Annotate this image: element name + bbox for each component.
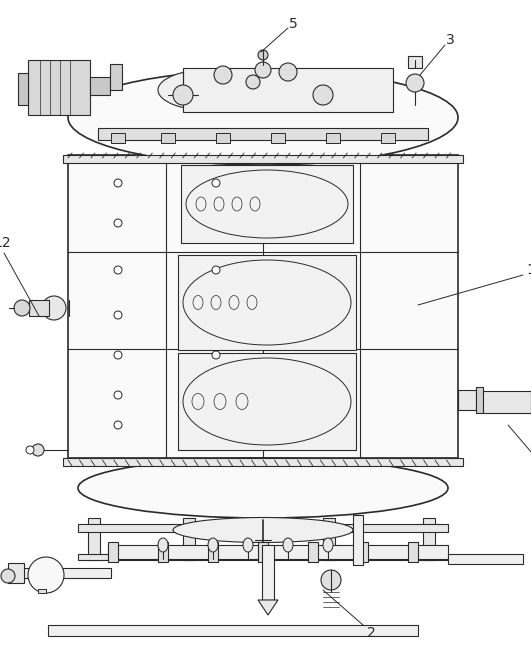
Bar [63,155,463,163]
Bar [78,554,448,560]
Text: 2: 2 [366,626,375,640]
Bar [323,518,335,560]
Bar [381,133,395,143]
Bar [78,524,448,532]
Ellipse shape [173,518,353,542]
Circle shape [313,85,333,105]
Ellipse shape [158,538,168,552]
Circle shape [114,179,122,187]
Bar [483,391,531,413]
Ellipse shape [243,538,253,552]
Circle shape [114,219,122,227]
Ellipse shape [248,69,338,111]
Circle shape [114,421,122,429]
Bar [161,133,175,143]
Bar [208,542,218,562]
Circle shape [246,75,260,89]
Bar [258,542,268,562]
Text: 12: 12 [0,236,11,250]
Bar [448,554,523,564]
Bar [90,77,110,95]
Bar [216,133,230,143]
Bar [88,518,100,560]
Ellipse shape [323,538,333,552]
Bar [178,255,356,350]
Bar [458,390,476,410]
Bar [48,625,418,636]
Circle shape [114,391,122,399]
Ellipse shape [28,557,64,593]
Bar [178,353,356,450]
Bar [8,563,24,583]
Polygon shape [258,600,278,615]
Bar [158,542,168,562]
Circle shape [212,266,220,274]
Circle shape [114,351,122,359]
Bar [408,542,418,562]
Bar [108,542,118,562]
Bar [18,73,28,105]
Circle shape [114,266,122,274]
Bar [110,64,122,90]
Circle shape [214,66,232,84]
Bar [108,545,448,559]
Bar [408,56,422,68]
Bar [29,300,49,316]
Bar [38,589,46,593]
Circle shape [42,296,66,320]
Bar [181,165,353,243]
Ellipse shape [78,458,448,518]
Text: 5: 5 [289,17,297,31]
Bar [111,133,125,143]
Circle shape [258,50,268,60]
Text: 1: 1 [527,263,531,277]
Circle shape [26,446,34,454]
Circle shape [212,351,220,359]
Circle shape [1,569,15,583]
Circle shape [279,63,297,81]
Bar [308,542,318,562]
Circle shape [14,300,30,316]
Bar [183,68,393,112]
Bar [63,458,463,466]
Bar [8,568,111,578]
Bar [326,133,340,143]
Bar [271,133,285,143]
Bar [262,545,274,600]
Circle shape [321,570,341,590]
Bar [28,60,90,115]
Bar [358,542,368,562]
Bar [353,515,363,565]
Circle shape [255,62,271,78]
Ellipse shape [158,69,268,111]
Bar [98,128,428,140]
Bar [476,387,483,413]
Circle shape [406,74,424,92]
Text: 3: 3 [446,33,455,47]
Bar [183,518,195,560]
Bar [423,518,435,560]
Circle shape [32,444,44,456]
Ellipse shape [283,538,293,552]
Ellipse shape [68,70,458,165]
Circle shape [173,85,193,105]
Circle shape [114,311,122,319]
Circle shape [212,179,220,187]
Ellipse shape [208,538,218,552]
Bar [68,155,458,458]
